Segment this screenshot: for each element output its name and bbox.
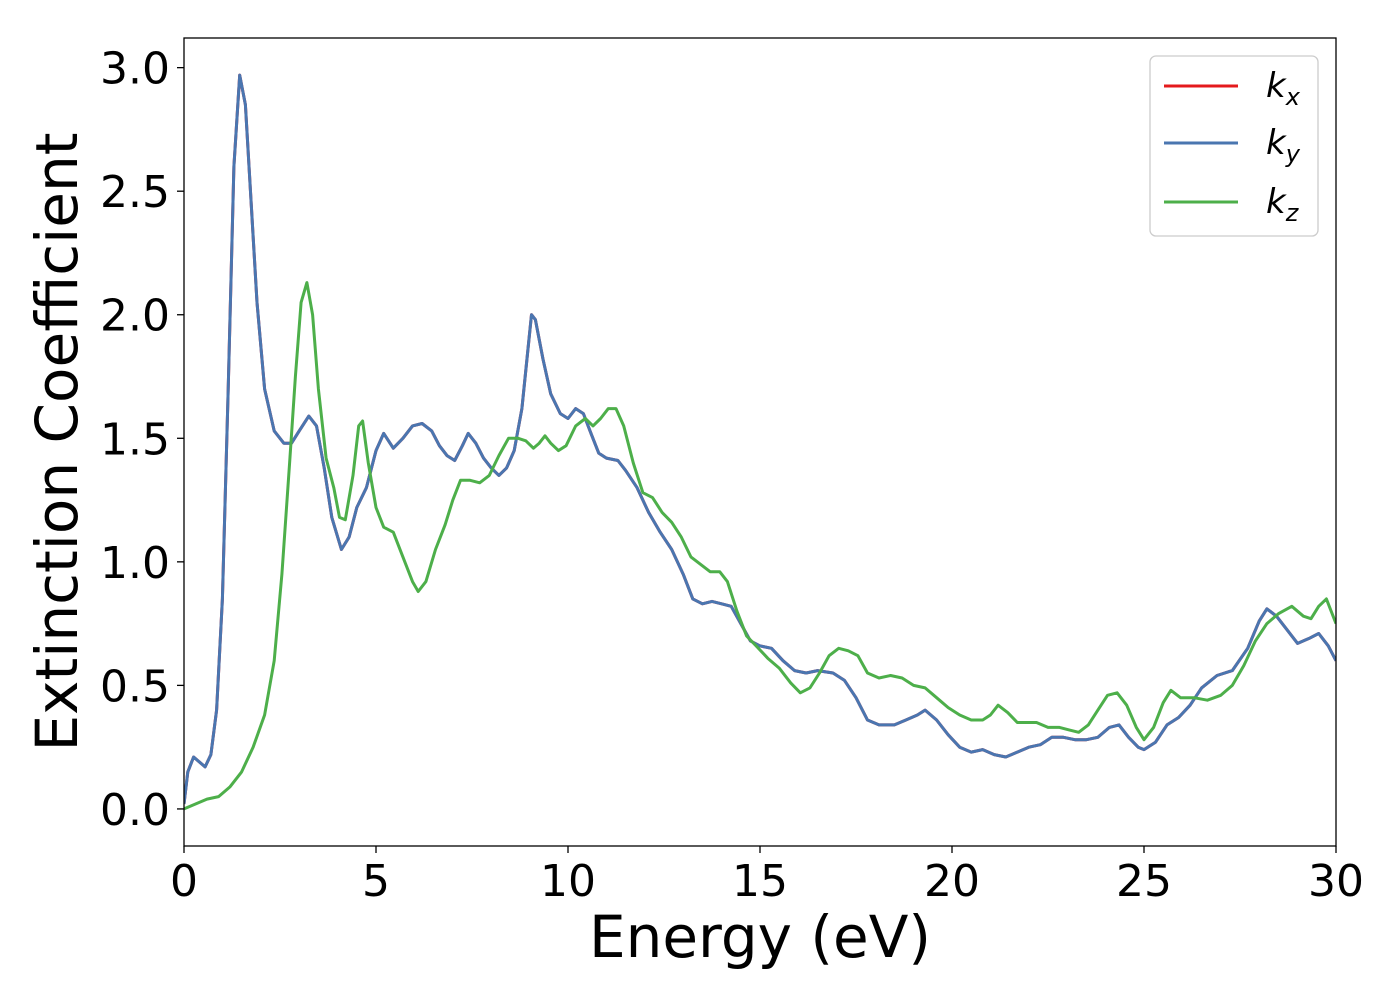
- y-tick-label: 2.0: [100, 291, 170, 342]
- y-tick-label: 3.0: [100, 44, 170, 95]
- x-tick-label: 25: [1116, 856, 1172, 907]
- series-line-ky: [184, 73, 1336, 805]
- y-tick-label: 0.0: [100, 785, 170, 836]
- x-tick-label: 30: [1308, 856, 1364, 907]
- x-tick-label: 15: [732, 856, 788, 907]
- y-tick-label: 0.5: [100, 661, 170, 712]
- y-tick-label: 2.5: [100, 167, 170, 218]
- y-tick-label: 1.0: [100, 538, 170, 589]
- x-tick-label: 5: [362, 856, 390, 907]
- x-tick-label: 0: [170, 856, 198, 907]
- y-tick-label: 1.5: [100, 414, 170, 465]
- x-tick-label: 10: [540, 856, 596, 907]
- series-layer: [184, 73, 1336, 811]
- x-tick-label: 20: [924, 856, 980, 907]
- legend-label-kz: kz: [1266, 182, 1300, 227]
- x-axis-label: Energy (eV): [589, 903, 931, 971]
- series-line-kz: [184, 281, 1336, 811]
- x-axis: 0 5 10 15 20 25 30: [170, 846, 1364, 907]
- y-axis-label: Extinction Coefficient: [23, 133, 91, 752]
- legend-box: [1149, 55, 1319, 237]
- y-axis: 0.0 0.5 1.0 1.5 2.0 2.5 3.0: [100, 44, 184, 836]
